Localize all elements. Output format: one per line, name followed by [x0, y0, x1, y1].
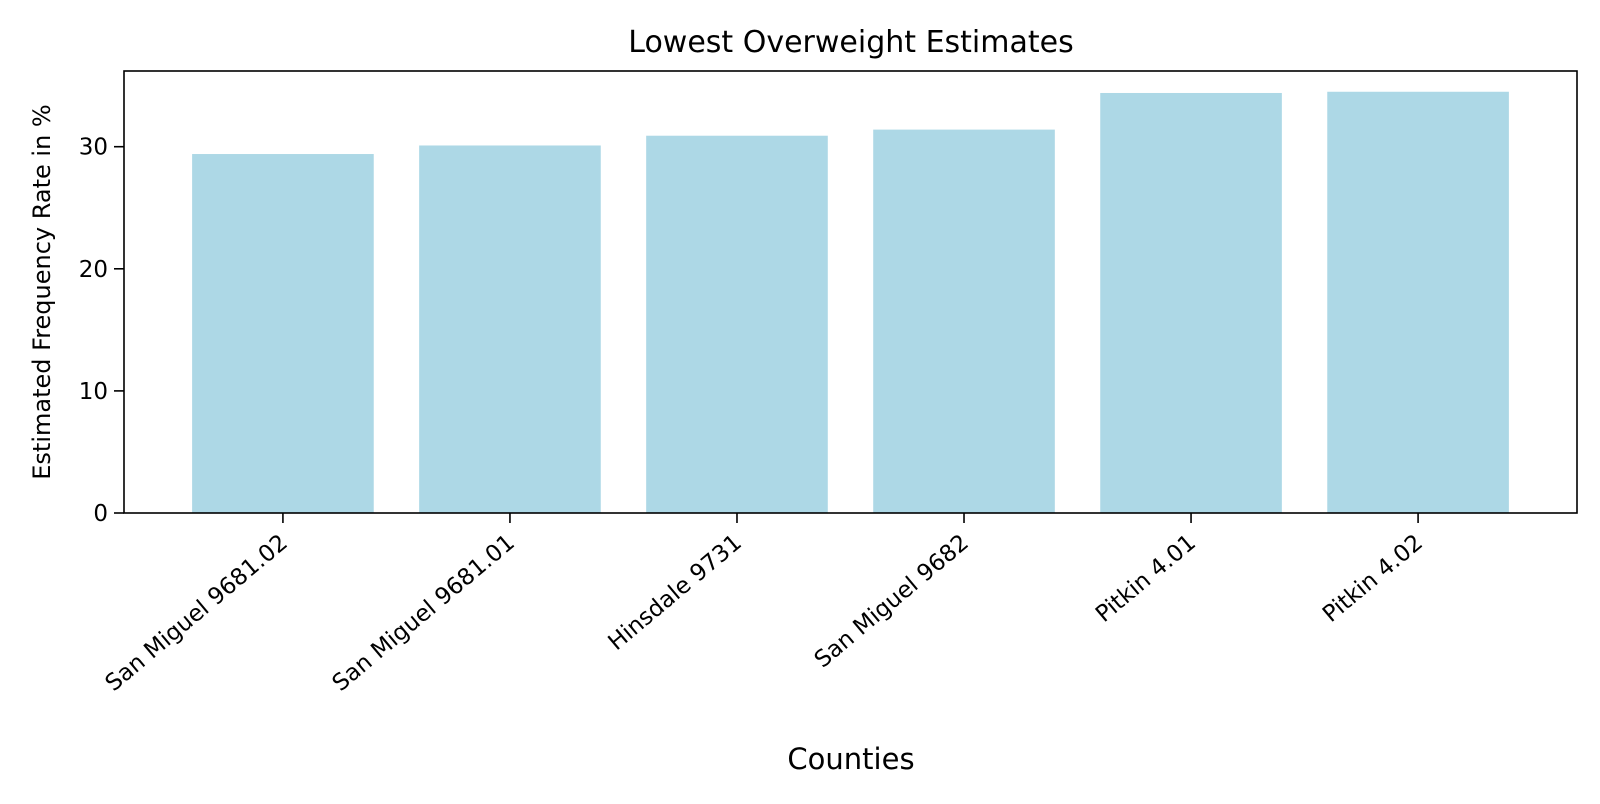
- bar: [646, 135, 828, 513]
- x-tick-label: San Miguel 9681.01: [328, 530, 520, 697]
- bar: [1327, 91, 1509, 514]
- bar: [1100, 92, 1282, 513]
- y-axis-label: Estimated Frequency Rate in %: [28, 104, 56, 479]
- x-axis-label: Counties: [787, 742, 914, 776]
- y-tick-label: 0: [93, 501, 108, 527]
- y-tick-label: 30: [79, 135, 108, 161]
- x-tick-label: San Miguel 9682: [810, 530, 974, 674]
- x-tick-label: Pitkin 4.01: [1091, 530, 1201, 628]
- x-tick-label: San Miguel 9681.02: [101, 530, 293, 697]
- y-tick-label: 20: [79, 257, 108, 283]
- chart-title: Lowest Overweight Estimates: [628, 25, 1073, 60]
- bar: [419, 145, 601, 514]
- plot-frame: [123, 70, 1578, 514]
- bars-group: [192, 91, 1509, 514]
- bar: [192, 154, 374, 513]
- bar: [873, 129, 1055, 514]
- x-axis-ticks: San Miguel 9681.02 San Miguel 9681.01 Hins…: [101, 513, 1428, 697]
- y-axis-ticks: 0 10 20 30: [79, 135, 124, 527]
- x-tick-label: Hinsdale 9731: [603, 530, 746, 656]
- x-tick-label: Pitkin 4.02: [1318, 530, 1428, 628]
- y-tick-label: 10: [79, 379, 108, 405]
